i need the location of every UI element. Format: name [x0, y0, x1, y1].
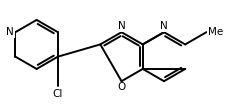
Text: Cl: Cl — [53, 89, 63, 99]
Text: N: N — [118, 21, 125, 31]
Text: O: O — [117, 82, 126, 92]
Text: N: N — [6, 27, 14, 37]
Text: Me: Me — [208, 27, 223, 37]
Text: N: N — [160, 21, 168, 31]
